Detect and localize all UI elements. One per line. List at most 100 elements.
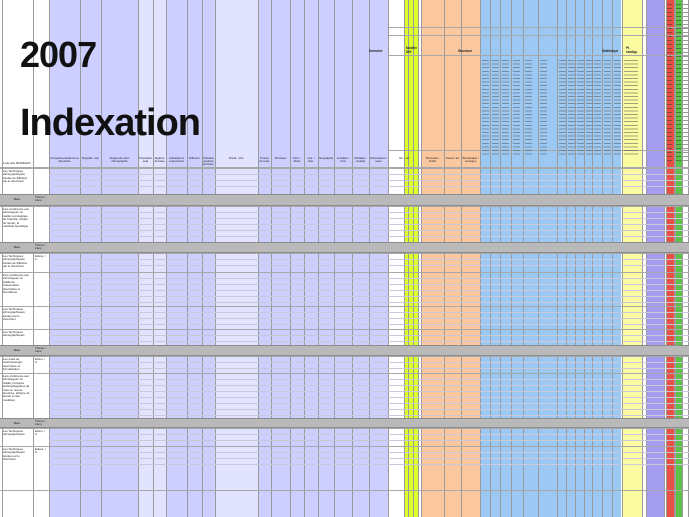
row-label: Les Techniques ethnographiques; études p… [3, 448, 26, 462]
grid-vline [352, 0, 353, 517]
grid-subline [49, 335, 689, 336]
first-column-header: Liste des MODÈLES [3, 162, 31, 165]
grid-subline [49, 284, 689, 285]
grid-subline [49, 230, 689, 231]
grid-vline [334, 0, 335, 517]
grid-subline [49, 302, 689, 303]
grid-vline [166, 0, 167, 517]
grid-subline [49, 415, 689, 416]
row-label: Les Techniques ethnographiques [3, 430, 25, 437]
column-header: Préhistoire: gestions préhistoriques [203, 157, 214, 167]
grid-vline [480, 0, 481, 517]
column-header: Ré. / tél. [399, 157, 410, 160]
grid-vline [538, 0, 539, 517]
grid-subline [49, 296, 689, 297]
grid-subline [49, 464, 689, 465]
grid-vline [418, 0, 419, 517]
column-header: Principes [274, 157, 287, 160]
micro-header-text [624, 60, 631, 155]
grid-hline [0, 306, 689, 307]
grid-hline [388, 55, 688, 56]
column-header: Gra. / Hist. [307, 157, 315, 164]
micro-header-text [492, 60, 499, 155]
grid-subline [49, 265, 689, 266]
grid-vline [101, 0, 102, 517]
grid-vline [421, 0, 422, 517]
grid-hline [0, 428, 689, 429]
micro-header-text [667, 4, 672, 164]
row-code: Educa. / C. [35, 448, 46, 455]
grid-subline [49, 362, 689, 363]
group-label-domaine: Domaine [369, 49, 383, 53]
grid-vline [557, 0, 558, 517]
grid-subline [49, 391, 689, 392]
column-header: Diagnostic avec ethnographie [109, 157, 130, 164]
row-label: Les Techniques ethnographiques; études p… [3, 308, 26, 322]
micro-header-text [614, 60, 621, 155]
micro-header-text [586, 60, 593, 155]
grid-subline [49, 379, 689, 380]
micro-header-text [577, 60, 584, 155]
column-header: Pers. / Mixte [292, 157, 302, 164]
grid-hline [0, 206, 689, 207]
grid-subline [49, 278, 689, 279]
grid-vline [404, 0, 405, 517]
row-label: Les Techniques ethnographiques; études d… [3, 255, 28, 269]
column-header: Procédure: aval [139, 157, 152, 164]
grid-subline [49, 259, 689, 260]
grid-vline [369, 0, 370, 517]
micro-header-text [502, 60, 509, 155]
grid-hline [388, 150, 688, 151]
column-header: Régulier: réel [82, 157, 99, 160]
grid-subline [49, 218, 689, 219]
band-domaine-light-2 [215, 0, 258, 517]
grid-subline [49, 409, 689, 410]
grid-vline [674, 0, 675, 517]
grid-vline [602, 0, 603, 517]
micro-header-text [540, 60, 547, 155]
column-header: Procès de tuple [259, 157, 270, 164]
grid-vline [318, 0, 319, 517]
grid-vline [646, 0, 647, 517]
grid-subline [49, 174, 689, 175]
micro-header-text [513, 60, 520, 155]
grid-vline [666, 0, 667, 517]
row-code: Thème / trans. [35, 196, 46, 203]
grid-hline [388, 27, 688, 28]
grid-vline [290, 0, 291, 517]
grid-vline [408, 0, 409, 517]
column-header: Complémentarité de la démarche [50, 157, 79, 164]
grid-vline [258, 0, 259, 517]
grid-subline [49, 434, 689, 435]
micro-header-text [631, 60, 638, 155]
column-header: Visuel / art [445, 157, 460, 160]
grid-subline [49, 290, 689, 291]
grid-vline [523, 0, 524, 517]
grid-hline [0, 167, 689, 168]
grid-hline [0, 168, 689, 169]
micro-header-text [676, 4, 681, 164]
band-red [666, 0, 674, 517]
grid-vline [622, 0, 623, 517]
grid-vline [153, 0, 154, 517]
grid-vline [304, 0, 305, 517]
grid-subline [49, 312, 689, 313]
grid-subline [49, 452, 689, 453]
band-green [675, 0, 682, 517]
grid-vline [202, 0, 203, 517]
row-code: Ethno. / C. [35, 358, 45, 365]
row-group-label: Base [13, 421, 21, 425]
column-header: Algèbre de base [154, 157, 165, 164]
row-label: 1ère préférence aux ethnologues: la réal… [3, 274, 29, 295]
row-group-label: Base [13, 197, 21, 201]
grid-hline [0, 490, 689, 491]
column-header: Géographie [319, 157, 333, 160]
row-group-label: Base [13, 348, 21, 352]
micro-header-text [568, 60, 575, 155]
grid-subline [49, 385, 689, 386]
grid-vline [49, 0, 50, 517]
grid-vline [490, 0, 491, 517]
grid-vline [511, 0, 512, 517]
micro-header-text [559, 60, 566, 155]
